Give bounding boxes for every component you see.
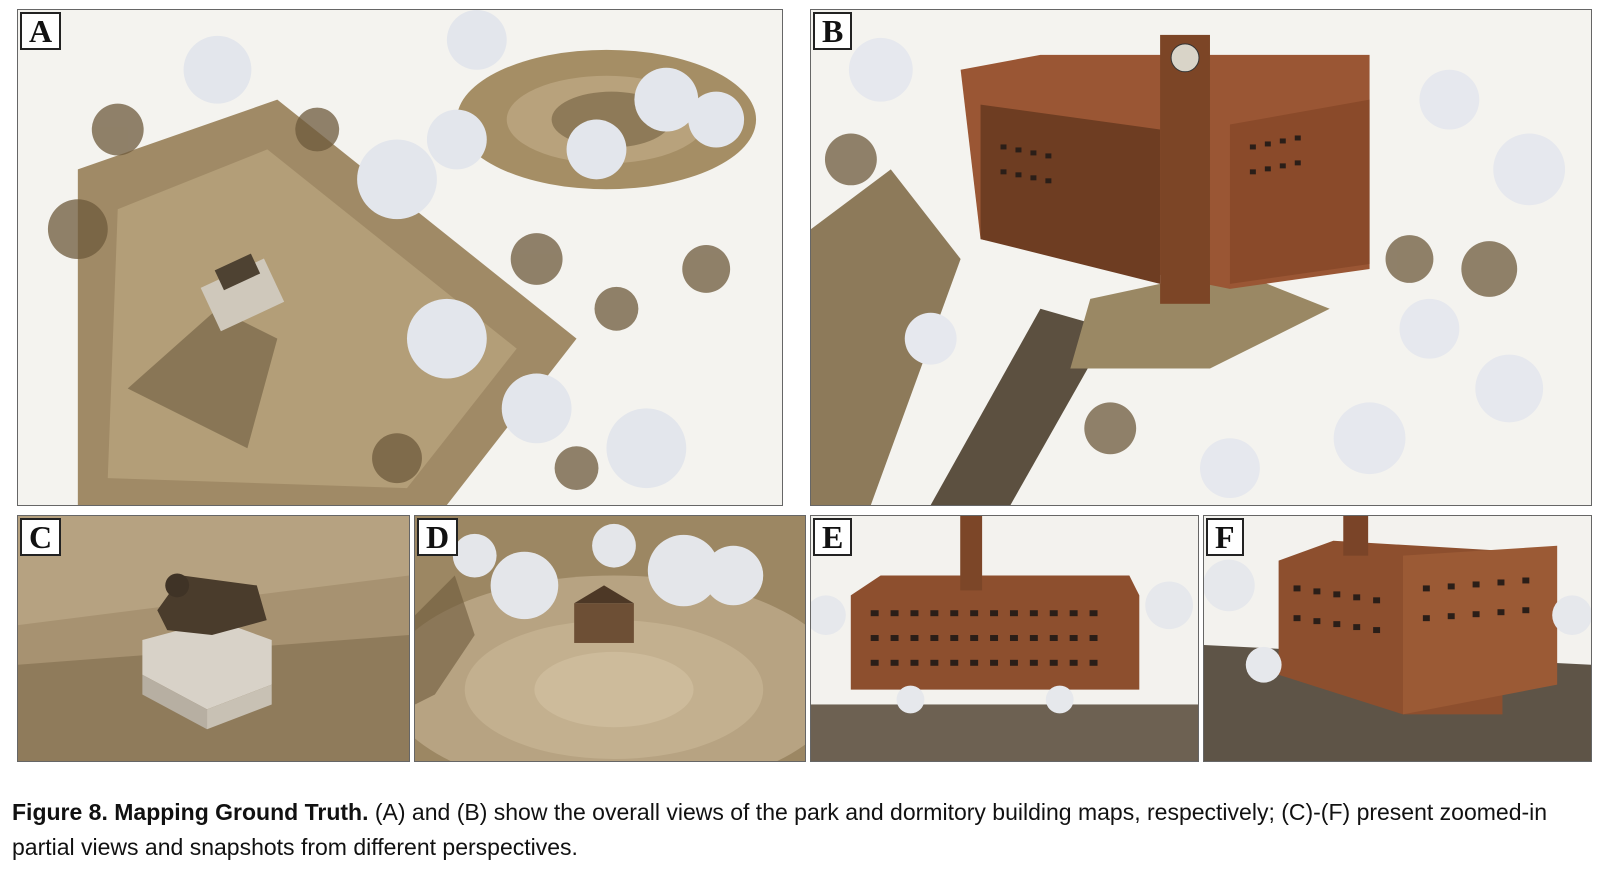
panel-d-plaza-closeup: D <box>414 515 806 762</box>
panel-e-dormitory-front: E <box>810 515 1199 762</box>
panel-c-statue-closeup: C <box>17 515 410 762</box>
statue-point-cloud-image <box>18 516 409 761</box>
panel-label: F <box>1206 518 1244 556</box>
panel-label: C <box>20 518 62 556</box>
panel-a-park-overview: A <box>17 9 783 506</box>
panel-b-dormitory-overview: B <box>810 9 1592 506</box>
park-point-cloud-image <box>18 10 782 505</box>
panel-label: B <box>813 12 853 50</box>
panel-label: A <box>20 12 62 50</box>
dormitory-point-cloud-image <box>811 10 1591 505</box>
caption-text: (A) and (B) show the overall views of th… <box>12 799 1548 860</box>
panel-f-dormitory-corner: F <box>1203 515 1592 762</box>
dormitory-front-point-cloud-image <box>811 516 1198 761</box>
figure-caption: Figure 8. Mapping Ground Truth. (A) and … <box>12 795 1592 865</box>
caption-lead: Figure 8. Mapping Ground Truth. <box>12 799 369 825</box>
panel-label: D <box>417 518 459 556</box>
dormitory-corner-point-cloud-image <box>1204 516 1591 761</box>
plaza-point-cloud-image <box>415 516 805 761</box>
panel-label: E <box>813 518 853 556</box>
